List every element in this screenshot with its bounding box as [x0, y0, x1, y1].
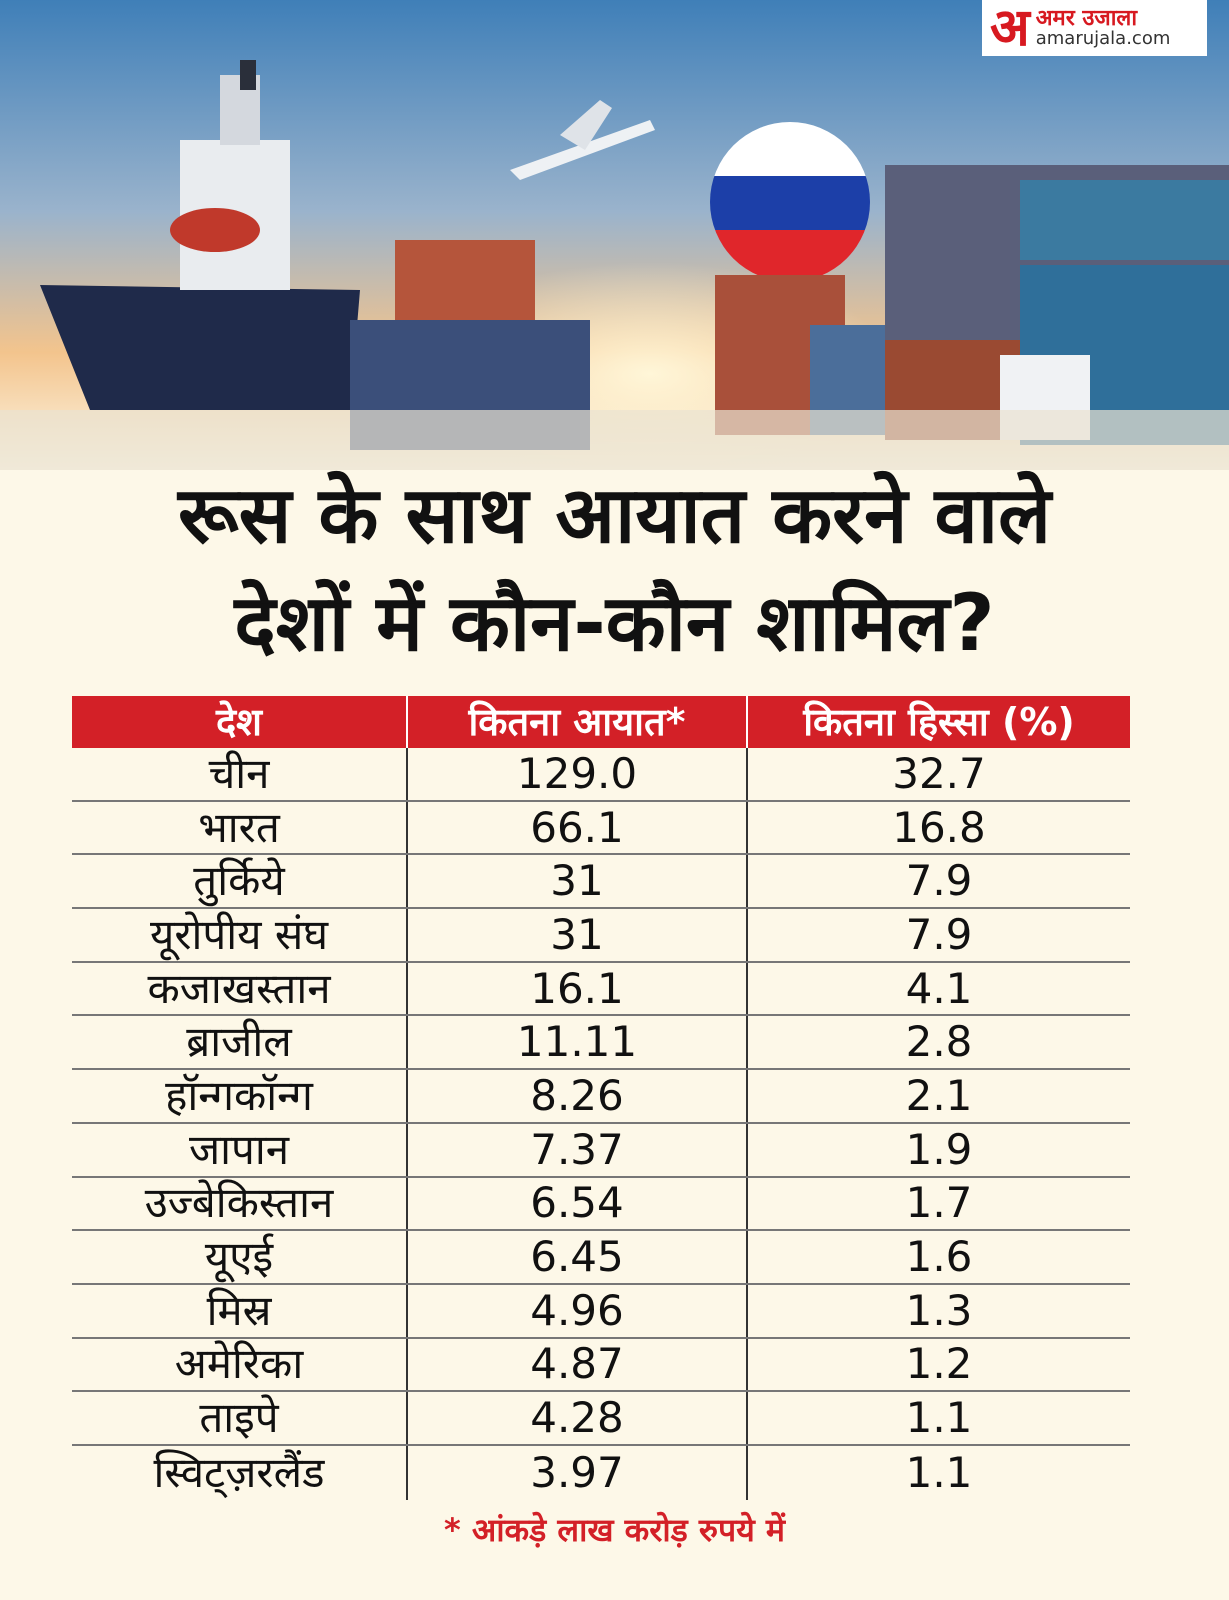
- footnote: * आंकड़े लाख करोड़ रुपये में: [443, 1511, 786, 1549]
- table-cell: 6.54: [406, 1177, 746, 1230]
- table-row: स्विट्ज़रलैंड 3.97 1.1: [72, 1445, 1130, 1500]
- table-cell: चीन: [208, 748, 270, 798]
- table-row: चीन 129.0 32.7: [72, 748, 1130, 802]
- table: देश कितना आयात* कितना हिस्सा (%) चीन 129.0 32…: [72, 696, 1130, 1500]
- table-cell: 66.1: [406, 801, 746, 854]
- table-cell: कजाखस्तान: [147, 963, 331, 1013]
- table-cell: जापान: [188, 1124, 290, 1174]
- table-cell: 4.87: [406, 1338, 746, 1391]
- table-row: हॉन्गकॉन्ग 8.26 2.1: [72, 1070, 1130, 1124]
- table-cell: भारत: [198, 802, 280, 852]
- table-cell: 11.11: [406, 1016, 746, 1069]
- table-cell: 31: [406, 855, 746, 908]
- title: रूस के साथ आयात करने वाले देशों में कौन-…: [0, 462, 1229, 678]
- table-cell: 16.8: [746, 801, 1130, 854]
- title-line: रूस के साथ आयात करने वाले: [178, 471, 1051, 561]
- table-cell: 4.96: [406, 1284, 746, 1337]
- table-cell: 7.9: [746, 855, 1130, 908]
- table-cell: 7.9: [746, 909, 1130, 961]
- table-cell: हॉन्गकॉन्ग: [165, 1070, 313, 1120]
- table-header: देश कितना आयात* कितना हिस्सा (%): [72, 696, 1130, 748]
- title-line: देशों में कौन-कौन शामिल?: [234, 579, 995, 669]
- table-cell: 31: [406, 909, 746, 961]
- table-row: मिस्र 4.96 1.3: [72, 1284, 1130, 1339]
- table-cell: 2.1: [746, 1070, 1130, 1122]
- table-cell: 1.6: [746, 1231, 1130, 1283]
- table-cell: 129.0: [406, 748, 746, 800]
- table-cell: 7.37: [406, 1123, 746, 1176]
- table-cell: 16.1: [406, 962, 746, 1015]
- table-cell: 6.45: [406, 1231, 746, 1283]
- table-row: जापान 7.37 1.9: [72, 1123, 1130, 1178]
- table-cell: यूएई: [204, 1232, 274, 1282]
- logo-names: अमर उजाला amarujala.com: [1036, 7, 1171, 49]
- table-row: कजाखस्तान 16.1 4.1: [72, 962, 1130, 1017]
- logo-site: amarujala.com: [1035, 28, 1171, 50]
- table-row: यूएई 6.45 1.6: [72, 1231, 1130, 1285]
- table-cell: यूरोपीय संघ: [149, 909, 329, 959]
- table-row: तुर्किये 31 7.9: [72, 855, 1130, 910]
- table-cell: 1.3: [746, 1284, 1130, 1337]
- table-cell: तुर्किये: [193, 856, 285, 906]
- table-cell: 32.7: [746, 748, 1130, 800]
- logo: अ अमर उजाला amarujala.com: [982, 0, 1207, 56]
- table-cell: 3.97: [406, 1445, 746, 1500]
- logo-name: अमर उजाला: [1035, 6, 1138, 31]
- table-cell: स्विट्ज़रलैंड: [153, 1447, 325, 1497]
- table-cell: ताइपे: [199, 1393, 279, 1443]
- table-cell: अमेरिका: [174, 1339, 304, 1389]
- header-cell: कितना आयात*: [406, 696, 746, 748]
- header-illustration: [0, 0, 1229, 470]
- table-row: ताइपे 4.28 1.1: [72, 1392, 1130, 1446]
- table-cell: 1.1: [746, 1392, 1130, 1444]
- logo-mark: अ: [990, 0, 1030, 58]
- table-row: ब्राजील 11.11 2.8: [72, 1016, 1130, 1071]
- table-cell: 4.28: [406, 1392, 746, 1444]
- table-cell: 4.1: [746, 962, 1130, 1015]
- table-cell: 1.9: [746, 1123, 1130, 1176]
- table-row: उज्बेकिस्तान 6.54 1.7: [72, 1177, 1130, 1232]
- table-row: अमेरिका 4.87 1.2: [72, 1338, 1130, 1393]
- table-cell: 1.1: [746, 1445, 1130, 1500]
- table-row: भारत 66.1 16.8: [72, 801, 1130, 856]
- table-cell: 2.8: [746, 1016, 1130, 1069]
- table-cell: ब्राजील: [186, 1017, 292, 1067]
- table-cell: 1.7: [746, 1177, 1130, 1230]
- table-cell: उज्बेकिस्तान: [144, 1178, 334, 1228]
- table-cell: मिस्र: [206, 1285, 272, 1335]
- header-cell: देश: [215, 700, 263, 744]
- table-row: यूरोपीय संघ 31 7.9: [72, 909, 1130, 963]
- table-cell: 8.26: [406, 1070, 746, 1122]
- table-cell: 1.2: [746, 1338, 1130, 1391]
- header-cell: कितना हिस्सा (%): [746, 696, 1130, 748]
